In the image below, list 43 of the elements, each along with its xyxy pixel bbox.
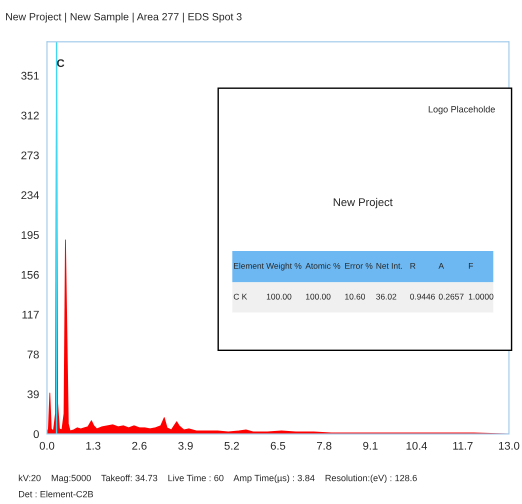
annotation: Element (234, 262, 264, 269)
annotation: 100.00 (306, 294, 331, 300)
annotation: 0.2657 (438, 294, 464, 300)
annotation: Weight % (266, 262, 302, 270)
x-tick-label: 13.0 (498, 442, 520, 450)
annotation: 100.00 (266, 294, 292, 300)
x-tick-label: 3.9 (178, 442, 193, 450)
y-tick-label: 0 (34, 430, 39, 438)
annotation: Logo Placeholde (428, 106, 495, 114)
annotation: 1.0000 (468, 294, 494, 300)
y-tick-label: 39 (27, 390, 39, 398)
y-tick-label: 273 (21, 151, 39, 160)
x-tick-label: 5.2 (224, 442, 239, 450)
y-tick-label: 156 (22, 270, 39, 279)
annotation: 10.60 (345, 294, 366, 300)
annotation: C K (234, 294, 248, 300)
annotation: Error % (345, 262, 372, 269)
annotation: F (468, 263, 473, 269)
annotation: 0.9446 (410, 294, 435, 300)
ref-line-label: C (57, 59, 64, 68)
y-tick-label: 117 (22, 310, 39, 318)
text: Det : Element-C2B (19, 490, 94, 498)
x-tick-label: 7.8 (317, 442, 332, 450)
x-tick-label: 1.3 (86, 442, 100, 450)
annotation: Net Int. (376, 263, 402, 269)
y-tick-label: 234 (21, 191, 40, 200)
x-tick-label: 0.0 (40, 442, 54, 450)
x-tick-label: 2.6 (132, 442, 147, 450)
text: kV:20 Mag:5000 Takeoff: 34.73 Live Time : 60 Amp Time(µs) : 3.84 Resolution:(eV) : 128.6 (18, 474, 417, 484)
x-tick-label: 10.4 (406, 442, 428, 450)
x-tick-label: 6.5 (270, 442, 286, 450)
annotation: R (410, 263, 416, 269)
x-tick-label: 9.1 (363, 442, 378, 450)
chart-title: New Project | New Sample | Area 277 | EDS Spot 3 (6, 12, 242, 23)
x-tick-label: 11.7 (453, 442, 473, 450)
annotation: Atomic % (305, 262, 340, 269)
annotation: New Project (334, 198, 393, 208)
y-tick-label: 312 (21, 112, 39, 120)
y-tick-label: 351 (21, 72, 39, 80)
annotation: A (438, 263, 444, 269)
y-tick-label: 78 (28, 350, 39, 358)
y-tick-label: 195 (22, 231, 39, 239)
annotation: 36.02 (376, 294, 396, 300)
